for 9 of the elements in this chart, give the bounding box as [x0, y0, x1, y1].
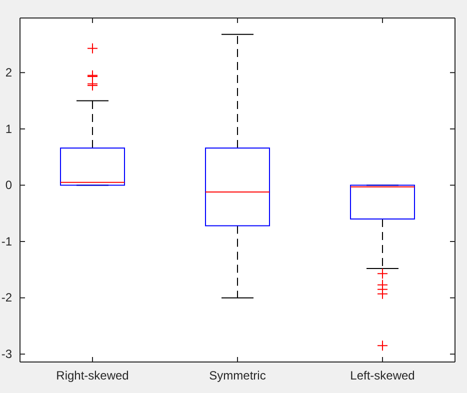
y-tick-label: -2	[1, 290, 12, 305]
x-tick-label: Right-skewed	[56, 368, 129, 383]
x-tick-label: Left-skewed	[350, 368, 415, 383]
x-tick-label: Symmetric	[209, 368, 266, 383]
y-tick-label: 2	[5, 65, 12, 80]
y-tick-label: -1	[1, 234, 12, 248]
y-tick-label: 1	[5, 122, 12, 136]
y-tick-label: 0	[5, 178, 12, 192]
y-tick-label: -3	[1, 346, 12, 361]
